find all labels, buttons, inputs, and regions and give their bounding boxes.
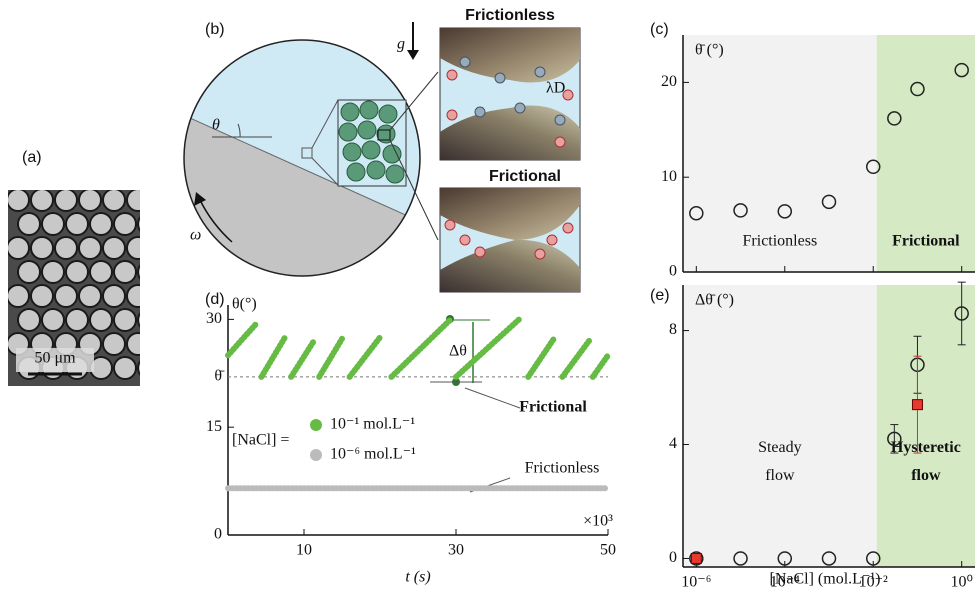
- panel-label: (c): [650, 21, 669, 38]
- y-tick-label: 30: [206, 310, 222, 327]
- rotation-label: ω: [190, 227, 201, 244]
- point: [911, 399, 923, 411]
- x-axis-label: [NaCl] (mol.L⁻¹): [770, 571, 881, 588]
- region-label: Steady: [758, 439, 802, 456]
- x-tick-label: 30: [448, 542, 464, 559]
- x-tick-label: 10: [296, 542, 312, 559]
- zoom-line: [311, 99, 339, 149]
- zoom-line: [311, 157, 339, 186]
- scale-bar-label: 50 μm: [34, 350, 76, 367]
- debye-label: λD: [546, 80, 565, 97]
- point: [887, 431, 902, 447]
- region-label: flow: [765, 467, 795, 484]
- region: [683, 285, 877, 567]
- inset-title: Frictionless: [465, 7, 555, 24]
- leader-line: [464, 387, 521, 409]
- y-tick-label: 15: [206, 418, 222, 435]
- point: [689, 205, 704, 221]
- gravity-arrowhead: [407, 50, 419, 60]
- point: [690, 552, 702, 564]
- x-tick-label: 10⁻⁴: [770, 574, 800, 591]
- point: [777, 551, 793, 566]
- zoom-inset: [337, 99, 407, 187]
- inset-title: Frictional: [489, 168, 561, 185]
- x-axis-label: t (s): [405, 569, 430, 586]
- scale-bar-bg: [16, 348, 94, 372]
- legend-title: [NaCl] =: [232, 432, 289, 449]
- point: [733, 551, 748, 566]
- point: [910, 81, 925, 97]
- x-multiplier: ×10³: [583, 513, 613, 530]
- point: [777, 204, 793, 219]
- frictional-inset: [439, 187, 581, 293]
- legend-marker: [310, 419, 322, 431]
- drum-outline: [183, 39, 421, 277]
- x-tick-label: 10⁻⁶: [681, 574, 711, 591]
- y-tick-label: 0: [669, 549, 677, 566]
- y-tick-label: 0: [669, 263, 677, 280]
- angle-arc: [237, 123, 241, 138]
- annotation: Frictional: [519, 399, 587, 416]
- zoom-arrow: [389, 139, 439, 241]
- rotation-arrow: [199, 199, 233, 243]
- angle-label: θ: [212, 117, 220, 134]
- y-tick-label: 20: [661, 73, 677, 90]
- y-tick-label: θ̄: [214, 368, 225, 385]
- y-tick-label: 0: [214, 526, 222, 543]
- point: [954, 62, 969, 78]
- y-axis-label: θ(°): [232, 296, 257, 313]
- region-label: Frictionless: [743, 233, 818, 250]
- x-tick-label: 10⁻²: [859, 574, 888, 591]
- point: [954, 306, 969, 321]
- point: [821, 551, 837, 566]
- annotation: Δθ: [449, 343, 467, 360]
- annotation: Frictionless: [525, 460, 600, 477]
- y-axis-label: Δθ̄ (°): [695, 292, 734, 309]
- y-tick-label: 4: [669, 435, 677, 452]
- y-tick-label: 8: [669, 321, 677, 338]
- region-label: Frictional: [892, 233, 960, 250]
- y-axis-label: θ̄ (°): [695, 42, 724, 59]
- zoom-box: [301, 147, 313, 159]
- x-tick-label: 50: [600, 542, 616, 559]
- point: [865, 551, 881, 566]
- zoom-arrow: [389, 71, 439, 131]
- series-line: [225, 316, 611, 380]
- rotation-arrowhead: [194, 192, 206, 206]
- panel-label: (b): [205, 21, 225, 38]
- legend-label: 10⁻¹ mol.L⁻¹: [330, 416, 415, 433]
- gravity-label: g: [397, 36, 405, 53]
- panel-label: (a): [22, 149, 42, 166]
- region: [876, 35, 975, 272]
- region-label: Hysteretic: [891, 439, 961, 456]
- point: [733, 203, 748, 218]
- region: [683, 35, 877, 272]
- point: [821, 194, 837, 210]
- panel-label: (e): [650, 287, 670, 304]
- legend-label: 10⁻⁶ mol.L⁻¹: [330, 446, 416, 463]
- panel-label: (d): [205, 291, 225, 308]
- region-label: flow: [911, 467, 941, 484]
- frictionless-inset: [439, 27, 581, 161]
- region: [876, 285, 975, 567]
- point: [865, 159, 881, 175]
- y-tick-label: 10: [661, 168, 677, 185]
- x-tick-label: 10⁰: [950, 574, 972, 591]
- point: [887, 111, 902, 126]
- point: [689, 551, 704, 566]
- legend-marker: [310, 449, 322, 461]
